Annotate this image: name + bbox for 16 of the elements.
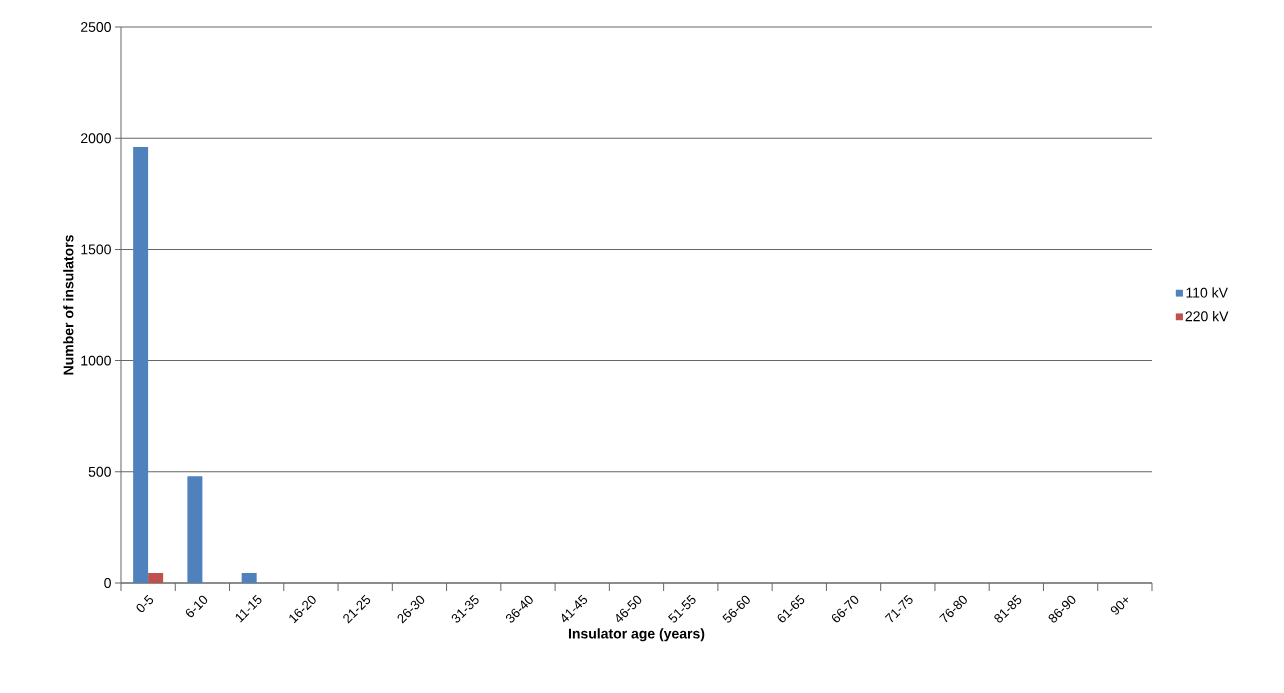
x-tick-label: 90+ (1110, 597, 1129, 615)
bar (148, 572, 164, 583)
legend-label: 110 kV (1186, 287, 1228, 298)
x-axis-title: Insulator age (years) (568, 628, 705, 642)
bar (187, 476, 203, 583)
y-tick-label: 1500 (81, 244, 111, 255)
y-tick-label: 500 (88, 466, 111, 477)
legend-label: 220 kV (1185, 310, 1229, 322)
y-tick-label: 2000 (81, 133, 111, 144)
bar (133, 147, 149, 583)
y-tick-label: 1000 (81, 355, 111, 366)
y-axis-title: Number of insulators (63, 235, 74, 375)
bar (241, 572, 257, 583)
y-tick-label: 0 (104, 578, 111, 588)
y-tick-label: 2500 (81, 22, 111, 32)
x-tick-label: 0-5 (136, 594, 154, 613)
